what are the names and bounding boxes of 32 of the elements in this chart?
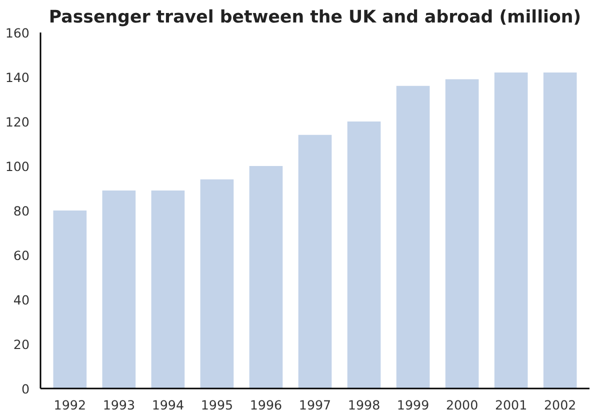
- x-tick-label: 1992: [54, 398, 86, 412]
- x-tick-label: 1995: [200, 398, 234, 412]
- bar: [249, 166, 283, 388]
- y-tick-label: 0: [21, 382, 30, 396]
- y-tick-label: 40: [13, 292, 30, 308]
- x-tick-label: 1993: [102, 398, 136, 412]
- y-tick-label: 160: [5, 26, 30, 40]
- bar: [445, 79, 479, 388]
- y-tick-label: 120: [5, 114, 30, 130]
- bar: [347, 122, 381, 388]
- x-tick-label: 1998: [348, 398, 380, 412]
- bar: [396, 86, 430, 388]
- x-tick-label: 1994: [152, 398, 184, 412]
- x-tick-label: 2000: [446, 398, 478, 412]
- x-tick-label: 1996: [250, 398, 282, 412]
- y-tick-label: 100: [5, 159, 30, 174]
- bar: [298, 134, 332, 388]
- y-tick-label: 140: [5, 70, 30, 85]
- bar: [102, 190, 136, 388]
- x-tick-label: 1999: [396, 398, 430, 412]
- bar: [494, 72, 528, 388]
- bar: [53, 210, 87, 388]
- x-tick-label: 1997: [298, 398, 332, 412]
- y-tick-label: 20: [13, 337, 30, 352]
- y-tick-label: 60: [13, 248, 30, 263]
- bar: [151, 190, 185, 388]
- y-tick-label: 80: [13, 204, 30, 218]
- bar: [543, 72, 577, 388]
- bar: [200, 179, 234, 388]
- chart-title: Passenger travel between the UK and abroad (million): [48, 8, 582, 28]
- x-tick-label: 2001: [494, 398, 528, 412]
- x-tick-label: 2002: [544, 398, 576, 412]
